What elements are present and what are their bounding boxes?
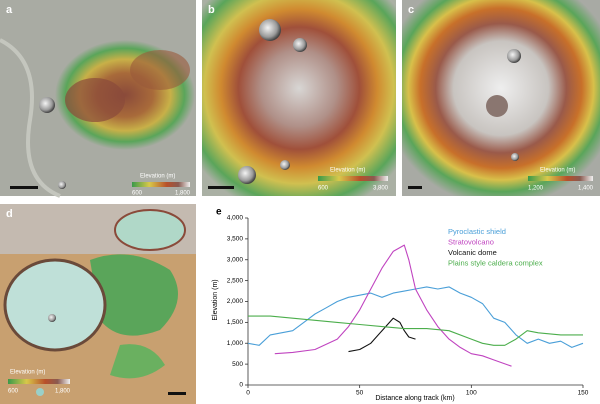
y-tick-label: 4,000: [227, 215, 244, 222]
legend-entry: Pyroclastic shield: [448, 227, 506, 236]
colorbar: [8, 379, 70, 384]
panel-c: c Elevation (m) 1,200 1,400: [402, 0, 600, 196]
colorbar-title: Elevation (m): [10, 370, 45, 376]
y-axis-label: Elevation (m): [212, 279, 219, 320]
panel-b: b Elevation (m) 600 3,800: [202, 0, 396, 196]
colorbar: [528, 176, 593, 181]
colorbar-max: 1,800: [55, 389, 71, 395]
series-line: [274, 244, 512, 367]
panel-label: c: [408, 4, 414, 16]
series-line: [248, 315, 583, 346]
legend-entry: Plains style caldera complex: [448, 258, 543, 267]
colorbar-max: 1,800: [175, 191, 191, 197]
panel-label: a: [6, 4, 13, 16]
series-line: [247, 286, 584, 348]
colorbar-min: 600: [318, 186, 329, 192]
panel-d: d Elevation (m) 600 1,800: [0, 204, 196, 404]
colorbar-title: Elevation (m): [540, 168, 575, 174]
x-tick-label: 0: [246, 390, 250, 397]
y-tick-label: 1,000: [227, 340, 244, 347]
scale-bar: [408, 186, 422, 189]
colorbar-max: 3,800: [373, 186, 389, 192]
scale-bar: [208, 186, 234, 189]
scale-bar: [168, 392, 186, 395]
scale-bar: [10, 186, 38, 189]
panel-label: b: [208, 4, 215, 16]
colorbar-title: Elevation (m): [140, 174, 175, 180]
x-tick-label: 50: [356, 390, 364, 397]
colorbar: [318, 176, 388, 181]
x-tick-label: 150: [578, 390, 589, 397]
panel-label: e: [216, 207, 222, 218]
colorbar-min: 600: [8, 389, 19, 395]
colorbar: [132, 182, 190, 187]
legend-entry: Volcanic dome: [448, 248, 497, 257]
y-tick-label: 0: [239, 382, 243, 389]
x-tick-label: 100: [466, 390, 477, 397]
y-tick-label: 1,500: [227, 319, 244, 326]
panel-a: a Elevation (m) 600 1,800: [0, 0, 196, 198]
colorbar-min: 1,200: [528, 186, 544, 192]
panel-label: d: [6, 208, 13, 220]
y-tick-label: 500: [232, 361, 243, 368]
y-tick-label: 2,500: [227, 277, 244, 284]
legend-entry: Stratovolcano: [448, 237, 494, 246]
y-tick-label: 3,500: [227, 236, 244, 243]
series-line: [348, 317, 416, 353]
y-tick-label: 3,000: [227, 256, 244, 263]
colorbar-title: Elevation (m): [330, 168, 365, 174]
y-tick-label: 2,000: [227, 298, 244, 305]
x-axis-label: Distance along track (km): [375, 395, 454, 402]
colorbar-max: 1,400: [578, 186, 594, 192]
panel-e: e Elevation (m) Distance along track (km…: [212, 207, 589, 402]
colorbar-min: 600: [132, 191, 143, 197]
